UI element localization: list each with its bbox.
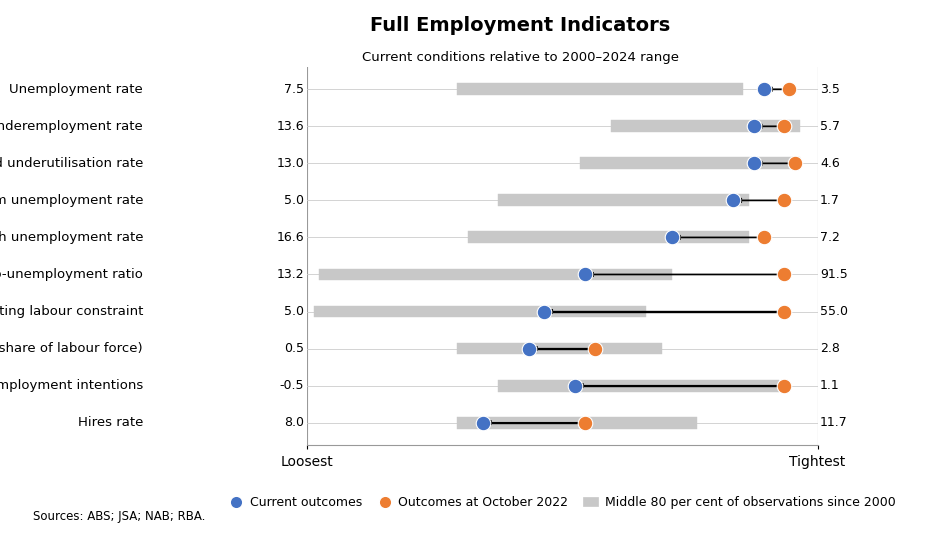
Bar [467,232,748,243]
Text: 3.5: 3.5 [819,83,839,96]
Point [521,344,535,353]
Text: 5.0: 5.0 [284,194,303,207]
Text: -0.5: -0.5 [279,379,303,392]
Text: Unemployment rate: Unemployment rate [9,83,143,96]
Point [755,85,770,93]
Text: 13.0: 13.0 [276,157,303,170]
Point [587,344,602,353]
Point [776,122,791,131]
Point [577,270,592,279]
Point [536,307,551,316]
Point [776,307,791,316]
Text: 8.0: 8.0 [284,416,303,429]
Text: Employment intentions: Employment intentions [0,379,143,392]
Text: 5.7: 5.7 [819,120,839,133]
Point [567,381,582,390]
Bar [457,343,661,354]
Bar [579,158,799,169]
Text: Full Employment Indicators: Full Employment Indicators [369,16,670,35]
Point [745,159,760,168]
Text: Current conditions relative to 2000–2024 range: Current conditions relative to 2000–2024… [361,51,678,64]
Point [755,233,770,242]
Text: 11.7: 11.7 [819,416,847,429]
Text: Firms reporting labour constraint: Firms reporting labour constraint [0,305,143,318]
Bar [497,379,779,391]
Text: 1.7: 1.7 [819,194,839,207]
Point [745,122,760,131]
Bar [610,121,799,132]
Point [786,159,801,168]
Text: 55.0: 55.0 [819,305,847,318]
Text: Hires rate: Hires rate [78,416,143,429]
Bar [314,306,646,317]
Text: 4.6: 4.6 [819,157,839,170]
Point [577,419,592,427]
Text: 5.0: 5.0 [284,305,303,318]
Bar [457,83,742,95]
Point [781,85,796,93]
Point [725,196,740,205]
Bar [457,416,697,429]
Point [776,381,791,390]
Point [664,233,678,242]
Point [776,196,791,205]
Text: 91.5: 91.5 [819,268,847,281]
Text: Sources: ABS; JSA; NAB; RBA.: Sources: ABS; JSA; NAB; RBA. [32,510,205,523]
Text: 13.2: 13.2 [277,268,303,281]
Text: Vacancies-to-unemployment ratio: Vacancies-to-unemployment ratio [0,268,143,281]
Text: 2.8: 2.8 [819,342,839,355]
Text: 13.6: 13.6 [277,120,303,133]
Text: 7.5: 7.5 [284,83,303,96]
Point [475,419,490,427]
Bar [319,269,671,280]
Text: 16.6: 16.6 [277,231,303,244]
Bar [497,195,748,206]
Text: Youth unemployment rate: Youth unemployment rate [0,231,143,244]
Text: Hours-based underutilisation rate: Hours-based underutilisation rate [0,157,143,170]
Text: Job ads (share of labour force): Job ads (share of labour force) [0,342,143,355]
Text: Underemployment rate: Underemployment rate [0,120,143,133]
Text: 1.1: 1.1 [819,379,839,392]
Text: Medium-term unemployment rate: Medium-term unemployment rate [0,194,143,207]
Text: 0.5: 0.5 [284,342,303,355]
Legend: Current outcomes, Outcomes at October 2022, Middle 80 per cent of observations s: Current outcomes, Outcomes at October 20… [224,491,899,514]
Point [776,270,791,279]
Text: 7.2: 7.2 [819,231,839,244]
